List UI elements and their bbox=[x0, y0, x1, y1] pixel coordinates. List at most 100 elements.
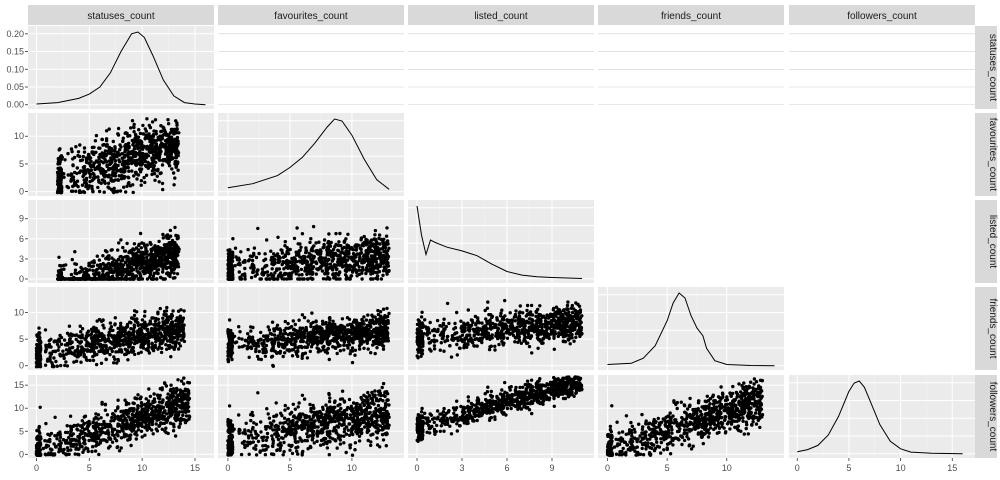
scatter-point bbox=[173, 256, 177, 260]
scatter-point bbox=[518, 304, 522, 308]
scatter-point bbox=[113, 334, 117, 339]
scatter-point bbox=[322, 344, 326, 349]
scatter-point bbox=[167, 265, 171, 269]
scatter-point bbox=[52, 340, 56, 344]
scatter-point bbox=[172, 261, 177, 265]
scatter-point bbox=[116, 264, 120, 269]
scatter-point bbox=[300, 313, 305, 317]
scatter-point bbox=[160, 181, 165, 186]
scatter-point bbox=[107, 330, 111, 335]
scatter-point bbox=[277, 267, 282, 271]
scatter-point bbox=[78, 341, 82, 345]
scatter-point bbox=[126, 259, 130, 263]
scatter-point bbox=[370, 256, 375, 260]
scatter-point bbox=[360, 265, 365, 270]
scatter-point bbox=[281, 260, 285, 264]
scatter-point bbox=[332, 276, 336, 280]
scatter-point bbox=[145, 152, 149, 157]
scatter-point bbox=[177, 341, 181, 345]
scatter-point bbox=[338, 253, 342, 258]
scatter-point bbox=[111, 263, 116, 268]
scatter-point bbox=[316, 250, 321, 254]
scatter-point bbox=[270, 320, 275, 324]
scatter-point bbox=[385, 226, 389, 230]
scatter-point bbox=[273, 339, 277, 344]
upper-panel-0-2 bbox=[408, 33, 594, 106]
scatter-point bbox=[94, 150, 98, 154]
scatter-point bbox=[143, 271, 148, 275]
scatter-point bbox=[292, 264, 296, 269]
scatter-point bbox=[132, 174, 136, 178]
scatter-point bbox=[129, 248, 134, 253]
scatter-point bbox=[161, 316, 165, 320]
scatter-point bbox=[281, 332, 286, 336]
scatter-point bbox=[265, 339, 270, 343]
scatter-point bbox=[168, 137, 172, 141]
scatter-point bbox=[139, 179, 144, 183]
scatter-point bbox=[116, 163, 120, 168]
scatter-point bbox=[345, 328, 349, 332]
scatter-point bbox=[147, 147, 151, 151]
scatter-point bbox=[133, 151, 137, 155]
scatter-point bbox=[176, 347, 181, 351]
scatter-point bbox=[355, 274, 359, 278]
scatter-point bbox=[327, 232, 331, 236]
scatter-point bbox=[93, 338, 98, 343]
scatter-point bbox=[177, 131, 181, 135]
scatter-point bbox=[296, 349, 300, 354]
scatter-point bbox=[243, 338, 248, 342]
scatter-point bbox=[157, 137, 161, 142]
scatter-point bbox=[345, 251, 350, 256]
scatter-point bbox=[56, 348, 60, 352]
scatter-point bbox=[118, 148, 122, 152]
scatter-point bbox=[113, 261, 118, 266]
scatter-point bbox=[102, 179, 107, 183]
scatter-point bbox=[344, 249, 348, 253]
scatter-point bbox=[148, 125, 153, 130]
scatter-point bbox=[65, 364, 70, 368]
scatter-point bbox=[346, 346, 350, 350]
scatter-point bbox=[150, 134, 155, 138]
scatter-point bbox=[238, 275, 242, 280]
scatter-point bbox=[113, 145, 117, 149]
scatter-point bbox=[513, 340, 517, 344]
scatter-point bbox=[279, 328, 283, 333]
scatter-point bbox=[266, 273, 270, 278]
scatter-point bbox=[362, 315, 366, 319]
scatter-point bbox=[376, 308, 380, 313]
scatter-point bbox=[138, 131, 143, 136]
scatter-point bbox=[295, 250, 299, 255]
scatter-point bbox=[347, 255, 351, 259]
scatter-point bbox=[91, 347, 96, 352]
scatter-point bbox=[369, 333, 373, 337]
scatter-point bbox=[340, 326, 344, 331]
scatter-point bbox=[345, 266, 349, 270]
scatter-point bbox=[354, 270, 359, 275]
scatter-point bbox=[381, 328, 386, 333]
scatter-point bbox=[59, 363, 63, 368]
scatter-point bbox=[228, 259, 232, 263]
scatter-point bbox=[369, 351, 373, 355]
scatter-point bbox=[315, 326, 319, 330]
scatter-point bbox=[370, 313, 374, 317]
scatter-point bbox=[304, 249, 309, 253]
scatter-point bbox=[332, 337, 337, 341]
scatter-point bbox=[74, 333, 79, 337]
scatter-point bbox=[89, 264, 94, 269]
scatter-point bbox=[336, 260, 340, 264]
scatter-point bbox=[247, 335, 252, 339]
scatter-point bbox=[291, 319, 295, 323]
scatter-point bbox=[362, 346, 366, 350]
scatter-point bbox=[379, 237, 383, 241]
scatter-point bbox=[156, 259, 160, 263]
scatter-point bbox=[249, 275, 254, 280]
scatter-point bbox=[314, 260, 318, 264]
scatter-point bbox=[123, 260, 128, 265]
scatter-point bbox=[154, 132, 158, 136]
scatter-point bbox=[354, 255, 358, 259]
scatter-point bbox=[327, 357, 331, 362]
scatter-point bbox=[428, 347, 432, 351]
scatter-point bbox=[385, 306, 389, 311]
scatter-point bbox=[147, 163, 151, 167]
scatter-panel-listed_count-favourites_count bbox=[218, 200, 404, 283]
